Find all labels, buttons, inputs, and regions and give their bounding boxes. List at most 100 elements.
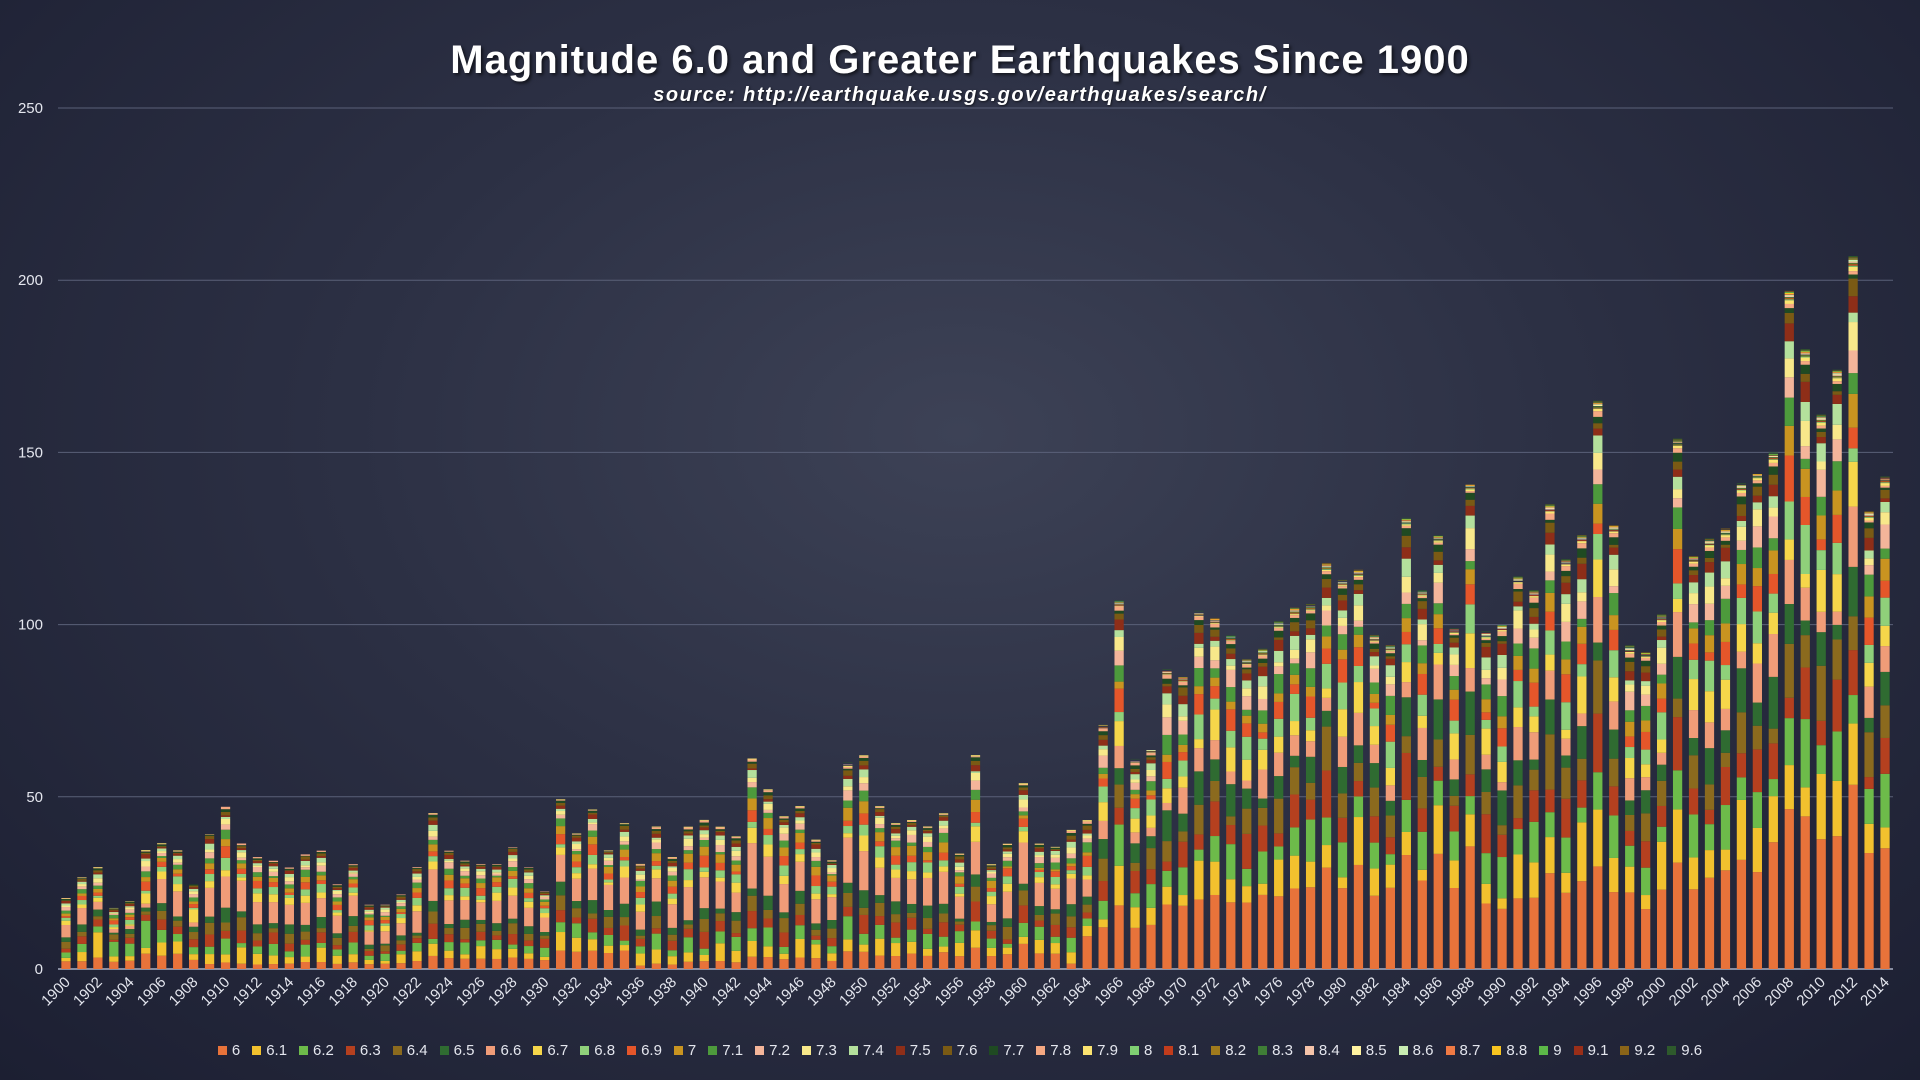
bar-segment [1337, 842, 1348, 878]
bar-segment [571, 873, 582, 879]
bar-segment [1752, 477, 1762, 479]
bar-segment [428, 817, 438, 821]
bar-segment [1768, 452, 1778, 454]
bar-stack [1194, 610, 1204, 969]
bar-segment [1577, 557, 1587, 564]
bar-segment [811, 839, 821, 841]
bar-segment [1162, 734, 1172, 755]
bar-segment [1497, 908, 1507, 969]
y-tick-label: 100 [18, 617, 43, 634]
bar-segment [587, 810, 598, 813]
bar-segment [380, 907, 390, 910]
bar-segment [1864, 644, 1874, 663]
bar-segment [1816, 420, 1826, 421]
bar-segment [1609, 533, 1619, 538]
bar-segment [1481, 678, 1491, 685]
bar-stack [380, 904, 390, 969]
bar-segment [1657, 614, 1667, 616]
bar-segment [1369, 641, 1380, 644]
bar-segment [1433, 572, 1443, 583]
bar-segment [1433, 614, 1443, 629]
bar-stack [1481, 631, 1491, 969]
bar-segment [1704, 748, 1715, 785]
bar-segment [1736, 624, 1747, 652]
legend-swatch [708, 1046, 718, 1055]
bar-segment [1305, 608, 1316, 609]
bar-segment [651, 849, 661, 854]
bar-segment [1337, 617, 1348, 626]
bar-segment [268, 868, 279, 872]
bar-segment [1625, 747, 1635, 759]
bar-segment [1146, 848, 1156, 870]
bar-segment [731, 840, 741, 844]
bar-segment [460, 864, 470, 867]
bar-stack [1625, 645, 1635, 969]
bar-segment [1720, 767, 1731, 806]
bar-segment [1465, 488, 1475, 490]
bar-segment [843, 790, 853, 801]
bar-segment [1417, 869, 1427, 881]
bar-segment [938, 832, 949, 843]
bar-segment [93, 885, 103, 889]
bar-segment [268, 932, 279, 944]
bar-segment [779, 822, 789, 825]
bar-segment [1545, 630, 1555, 655]
bar-segment [1816, 461, 1826, 470]
bar-segment [93, 919, 103, 927]
bar-segment [1704, 547, 1715, 551]
bar-segment [1465, 584, 1475, 605]
x-tick-label: 1952 [868, 974, 904, 1010]
bar-segment [875, 828, 885, 833]
bar-segment [109, 913, 119, 915]
bar-segment [1290, 735, 1300, 756]
bar-segment [141, 953, 151, 969]
bar-segment [1880, 548, 1890, 559]
bar-segment [236, 863, 247, 869]
bar-segment [1114, 613, 1124, 620]
bar-segment [268, 887, 279, 895]
bar-segment [811, 893, 821, 900]
bar-segment [1609, 528, 1619, 529]
bar-segment [364, 917, 374, 921]
bar-segment [1561, 566, 1571, 571]
bar-segment [1688, 659, 1699, 680]
x-tick-label: 1932 [549, 974, 585, 1010]
bar-segment [1832, 372, 1842, 374]
bar-segment [938, 813, 949, 815]
bar-segment [380, 923, 390, 926]
legend-swatch [1573, 1046, 1583, 1055]
bar-segment [715, 835, 725, 840]
bar-segment [1002, 845, 1013, 848]
bar-segment [875, 809, 885, 813]
bar-segment [683, 853, 693, 863]
bar-segment [1657, 739, 1667, 753]
bar-segment [667, 964, 677, 969]
bar-segment [1401, 558, 1411, 577]
bar-segment [891, 824, 901, 827]
bar-segment [93, 868, 103, 871]
bar-segment [571, 937, 582, 952]
bar-segment [61, 903, 71, 906]
bar-segment [1210, 894, 1220, 969]
legend-label: 6.8 [594, 1042, 616, 1059]
bar-segment [715, 943, 725, 962]
legend-label: 6.4 [406, 1042, 428, 1059]
bar-segment [986, 925, 997, 931]
bar-segment [763, 801, 773, 804]
bar-segment [412, 873, 422, 877]
bar-segment [1848, 322, 1858, 351]
bar-segment [843, 939, 853, 952]
bar-segment [125, 929, 135, 934]
bar-segment [332, 937, 342, 946]
bar-stack [859, 755, 869, 969]
bar-segment [236, 943, 247, 948]
bar-segment [1194, 647, 1204, 657]
x-tick-label: 1990 [1474, 974, 1510, 1010]
bar-segment [1258, 769, 1268, 799]
bar-segment [1146, 815, 1156, 828]
bar-segment [173, 934, 183, 942]
bar-segment [1832, 780, 1842, 837]
bar-segment [1130, 774, 1140, 780]
bar-segment [811, 860, 821, 867]
bar-segment [1178, 760, 1188, 777]
